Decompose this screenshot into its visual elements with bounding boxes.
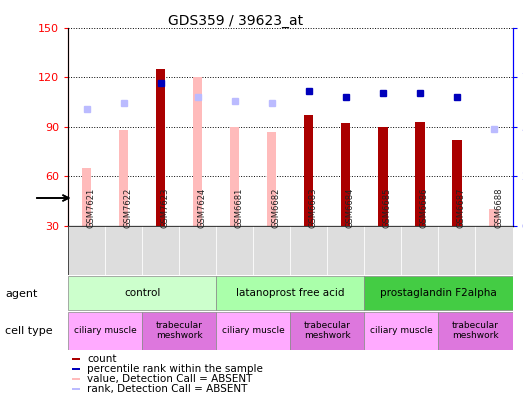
Text: GSM6684: GSM6684 bbox=[346, 188, 355, 228]
Bar bbox=[216, 276, 365, 310]
Bar bbox=[341, 124, 350, 226]
Bar bbox=[72, 388, 81, 390]
Text: trabecular
meshwork: trabecular meshwork bbox=[452, 321, 499, 340]
Text: GSM7624: GSM7624 bbox=[198, 188, 207, 228]
Text: GSM6682: GSM6682 bbox=[272, 188, 281, 228]
Bar bbox=[68, 226, 105, 275]
Text: trabecular
meshwork: trabecular meshwork bbox=[304, 321, 351, 340]
Text: latanoprost free acid: latanoprost free acid bbox=[236, 288, 345, 298]
Bar bbox=[365, 226, 402, 275]
Bar bbox=[72, 358, 81, 360]
Bar bbox=[402, 226, 438, 275]
Bar bbox=[216, 226, 253, 275]
Bar bbox=[365, 276, 513, 310]
Bar bbox=[142, 312, 216, 350]
Bar bbox=[378, 127, 388, 226]
Text: GDS359 / 39623_at: GDS359 / 39623_at bbox=[168, 14, 303, 28]
Bar bbox=[119, 130, 128, 226]
Text: ciliary muscle: ciliary muscle bbox=[222, 326, 285, 335]
Text: GSM6683: GSM6683 bbox=[309, 188, 318, 228]
Text: GSM7622: GSM7622 bbox=[123, 188, 132, 228]
Bar bbox=[253, 226, 290, 275]
Text: prostaglandin F2alpha: prostaglandin F2alpha bbox=[380, 288, 497, 298]
Text: GSM6687: GSM6687 bbox=[457, 188, 466, 228]
Text: percentile rank within the sample: percentile rank within the sample bbox=[87, 364, 263, 374]
Text: GSM7621: GSM7621 bbox=[86, 188, 96, 228]
Bar bbox=[68, 312, 142, 350]
Bar bbox=[415, 122, 425, 226]
Text: agent: agent bbox=[5, 289, 38, 299]
Bar bbox=[142, 226, 179, 275]
Text: GSM6686: GSM6686 bbox=[420, 188, 429, 228]
Bar bbox=[438, 226, 475, 275]
Bar bbox=[438, 312, 513, 350]
Bar bbox=[156, 69, 165, 226]
Bar bbox=[105, 226, 142, 275]
Bar bbox=[72, 378, 81, 380]
Bar bbox=[290, 226, 327, 275]
Text: GSM7623: GSM7623 bbox=[161, 188, 169, 228]
Text: ciliary muscle: ciliary muscle bbox=[370, 326, 433, 335]
Bar bbox=[82, 168, 91, 226]
Bar bbox=[452, 140, 462, 226]
Text: GSM6681: GSM6681 bbox=[235, 188, 244, 228]
Text: rank, Detection Call = ABSENT: rank, Detection Call = ABSENT bbox=[87, 384, 247, 394]
Text: GSM6688: GSM6688 bbox=[494, 188, 503, 228]
Bar bbox=[290, 312, 365, 350]
Text: ciliary muscle: ciliary muscle bbox=[74, 326, 137, 335]
Bar bbox=[72, 368, 81, 369]
Text: GSM6685: GSM6685 bbox=[383, 188, 392, 228]
Text: control: control bbox=[124, 288, 160, 298]
Text: trabecular
meshwork: trabecular meshwork bbox=[156, 321, 202, 340]
Bar bbox=[216, 312, 290, 350]
Bar bbox=[68, 276, 216, 310]
Bar bbox=[475, 226, 513, 275]
Bar bbox=[193, 77, 202, 226]
Text: value, Detection Call = ABSENT: value, Detection Call = ABSENT bbox=[87, 374, 253, 384]
Bar bbox=[365, 312, 438, 350]
Bar bbox=[327, 226, 365, 275]
Bar bbox=[230, 127, 240, 226]
Text: count: count bbox=[87, 354, 117, 364]
Text: cell type: cell type bbox=[5, 326, 53, 337]
Bar bbox=[179, 226, 216, 275]
Bar bbox=[490, 209, 498, 226]
Bar bbox=[304, 115, 313, 226]
Bar bbox=[267, 131, 276, 226]
